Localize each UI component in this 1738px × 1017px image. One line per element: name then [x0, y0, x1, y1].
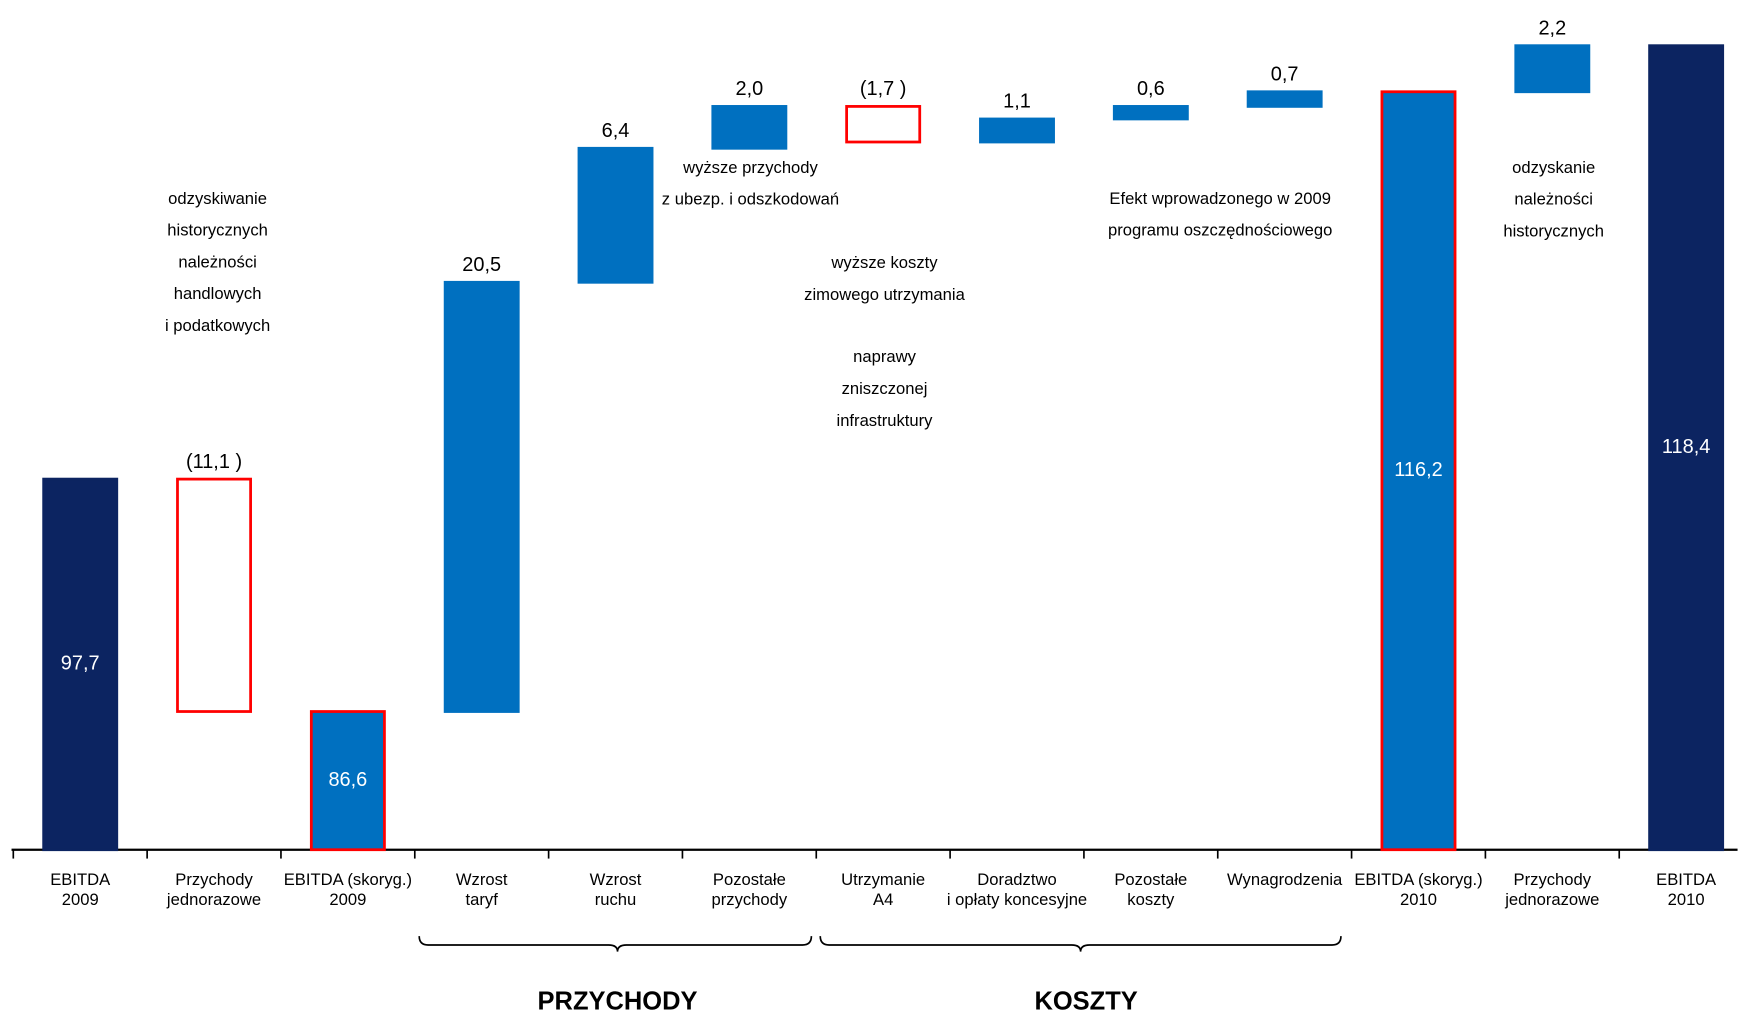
annotation: naprawy [853, 347, 916, 366]
x-tick-label: EBITDA [1656, 870, 1717, 889]
bar [309, 710, 386, 852]
value-label: 0,6 [1137, 78, 1165, 100]
value-label: 1,1 [1003, 91, 1031, 113]
x-tick-label: Doradztwo [977, 870, 1056, 889]
annotation: z ubezp. i odszkodowań [662, 190, 839, 209]
bar [42, 477, 119, 852]
annotation: odzyskanie [1512, 158, 1595, 177]
x-tick-label: A4 [873, 890, 893, 909]
value-label: 97,7 [61, 653, 100, 675]
x-tick-label: Wynagrodzenia [1227, 870, 1343, 889]
bar [711, 105, 788, 150]
annotation: i podatkowych [165, 316, 270, 335]
annotation: wyższe przychody [682, 158, 818, 177]
value-label: (11,1 ) [186, 451, 242, 473]
annotation: wyższe koszty [830, 253, 938, 272]
value-label: (1,7 ) [860, 78, 907, 100]
bar [1246, 90, 1323, 108]
annotation: zniszczonej [842, 379, 928, 398]
annotation: programu oszczędnościowego [1108, 221, 1332, 240]
value-label: 6,4 [602, 120, 630, 142]
x-tick-label: koszty [1127, 890, 1175, 909]
x-tick-label: EBITDA (skoryg.) [284, 870, 412, 889]
value-label: 20,5 [462, 254, 501, 276]
x-tick-label: 2010 [1668, 890, 1705, 909]
value-label: 0,7 [1271, 63, 1299, 85]
x-tick-label: przychody [712, 890, 788, 909]
bar [1514, 44, 1591, 94]
group-brace [819, 936, 1342, 952]
bar [1112, 105, 1189, 121]
value-label: 86,6 [328, 769, 367, 791]
value-label: 116,2 [1394, 459, 1442, 481]
bar [979, 117, 1055, 144]
x-tick-label: taryf [466, 890, 499, 909]
x-tick-label: 2010 [1400, 890, 1437, 909]
x-tick-label: 2009 [329, 890, 366, 909]
value-label: 2,2 [1538, 17, 1566, 39]
bar [845, 105, 922, 144]
x-tick-label: jednorazowe [1504, 890, 1599, 909]
annotation: historycznych [1503, 221, 1604, 240]
x-tick-label: Przychody [175, 870, 253, 889]
annotation: zimowego utrzymania [804, 285, 965, 304]
annotation: Efekt wprowadzonego w 2009 [1109, 189, 1331, 208]
x-tick-label: Utrzymanie [841, 870, 925, 889]
bar [176, 477, 252, 713]
bar [577, 146, 654, 284]
annotation: handlowych [174, 284, 262, 303]
x-tick-label: 2009 [62, 890, 99, 909]
x-tick-label: ruchu [595, 890, 637, 909]
x-tick-label: EBITDA [50, 870, 111, 889]
value-label: 2,0 [735, 78, 763, 100]
annotation: należności [1514, 190, 1592, 209]
x-tick-label: Pozostałe [713, 870, 786, 889]
annotation: historycznych [167, 221, 268, 240]
annotation: infrastruktury [837, 411, 934, 430]
group-label: PRZYCHODY [538, 987, 698, 1015]
x-tick-label: jednorazowe [166, 890, 261, 909]
annotation: odzyskiwanie [168, 189, 267, 208]
x-tick-label: Pozostałe [1114, 870, 1187, 889]
x-tick-label: Wzrost [590, 870, 642, 889]
bar [443, 280, 520, 713]
x-tick-label: Przychody [1514, 870, 1592, 889]
x-tick-label: EBITDA (skoryg.) [1354, 870, 1482, 889]
bar [1648, 44, 1725, 852]
group-brace [418, 936, 813, 952]
x-tick-label: i opłaty koncesyjne [947, 890, 1087, 909]
x-tick-label: Wzrost [456, 870, 508, 889]
annotation: należności [178, 252, 256, 271]
group-label: KOSZTY [1034, 987, 1137, 1015]
bar [1380, 90, 1457, 852]
value-label: 118,4 [1662, 436, 1710, 458]
